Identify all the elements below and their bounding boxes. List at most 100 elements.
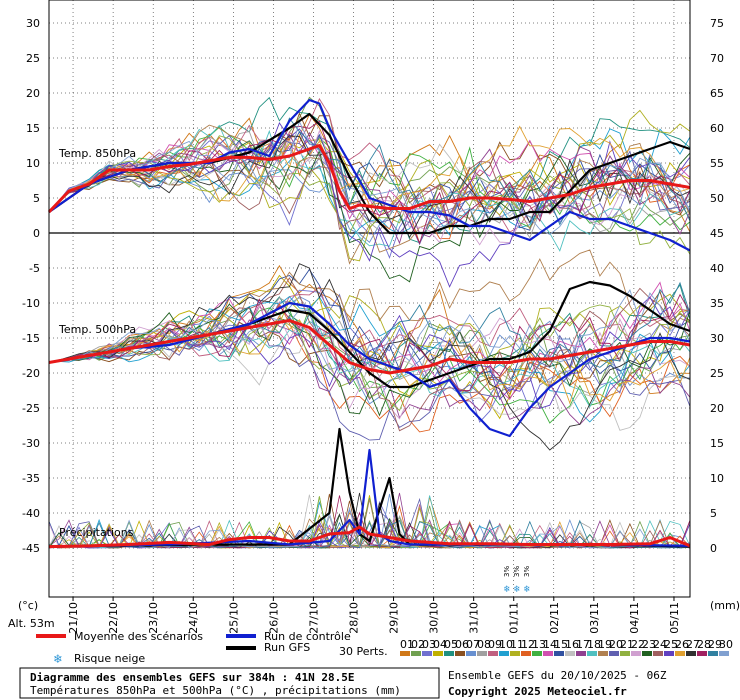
y-right-tick-label: 35 [710,297,724,310]
y-left-tick-label: -25 [22,402,40,415]
y-left-tick-label: 25 [26,52,40,65]
perturbation-number: 02 [411,638,425,651]
perturbation-color-swatch [532,651,542,656]
perturbation-number: 01 [400,638,414,651]
perturbation-color-swatch [411,651,421,656]
moyenne-des-sc-narios-t850-line [47,144,691,214]
x-tick-label: 29/10 [388,602,401,634]
snow-risk-flake-icon: ❄ [524,584,531,595]
perturbation-line-t500 [48,303,691,417]
y-right-tick-label: 75 [710,17,724,30]
snow-risk-percent: 3% [523,566,531,577]
x-tick-label: 23/10 [147,602,160,634]
y-right-tick-label: 40 [710,262,724,275]
y-right-tick-label: 50 [710,192,724,205]
perturbation-color-swatch [565,651,575,656]
perturbation-number: 21 [620,638,634,651]
moyenne-des-sc-narios-t500-line [48,319,691,375]
y-left-tick-label: 0 [33,227,40,240]
perturbation-color-swatch [620,651,630,656]
perturbation-number: 29 [708,638,722,651]
perturbation-number: 06 [455,638,469,651]
y-right-tick-label: 15 [710,437,724,450]
perturbation-number: 03 [422,638,436,651]
x-tick-label: 26/10 [267,602,280,634]
y-right-tick-label: 5 [710,507,717,520]
perturbation-color-swatch [697,651,707,656]
t850-panel-label: Temp. 850hPa [58,147,136,160]
perturbation-number: 10 [499,638,513,651]
perturbation-color-swatch [708,651,718,656]
y-left-tick-label: 5 [33,192,40,205]
run-info: Ensemble GEFS du 20/10/2025 - 06Z [448,669,667,682]
perturbation-number: 20 [609,638,623,651]
y-left-tick-label: 20 [26,87,40,100]
perturbation-line-precip [48,506,691,549]
y-left-unit: (°c) [18,599,38,612]
y-right-tick-label: 20 [710,402,724,415]
y-left-tick-label: -5 [29,262,40,275]
perturbation-color-swatch [642,651,652,656]
plot-frame [48,0,691,598]
x-tick-label: 24/10 [187,602,200,634]
perturbation-line-t850 [48,124,691,252]
perturbation-count-label: 30 Perts. [339,645,388,658]
x-tick-label: 25/10 [227,602,240,634]
copyright: Copyright 2025 Meteociel.fr [448,685,627,698]
perturbation-color-swatch [400,651,410,656]
perturbation-line-t500 [48,293,691,391]
x-tick-label: 30/10 [428,602,441,634]
y-left-tick-label: -30 [22,437,40,450]
y-right-tick-label: 10 [710,472,724,485]
perturbation-line-t500 [48,315,691,426]
perturbation-line-t850 [48,139,691,217]
perturbation-number: 17 [576,638,590,651]
x-tick-label: 31/10 [468,602,481,634]
perturbation-color-swatch [433,651,443,656]
perturbation-number: 18 [587,638,601,651]
precip-panel-label: Précipitations [59,526,134,539]
perturbation-color-swatch [510,651,520,656]
perturbation-line-t500 [48,297,691,395]
perturbation-number: 28 [697,638,711,651]
info-box [19,667,440,699]
legend-gfs-label: Run GFS [264,641,310,654]
y-right-tick-label: 0 [710,542,717,555]
perturbation-number: 12 [521,638,535,651]
perturbation-number: 09 [488,638,502,651]
y-right-tick-label: 45 [710,227,724,240]
y-left-tick-label: -10 [22,297,40,310]
perturbation-color-swatch [609,651,619,656]
perturbation-line-t850 [48,129,691,246]
perturbation-number: 26 [675,638,689,651]
y-right-unit: (mm) [710,599,740,612]
perturbation-line-t850 [48,130,691,239]
perturbation-line-precip [48,495,691,549]
y-left-tick-label: -40 [22,507,40,520]
y-right-tick-label: 65 [710,87,724,100]
x-tick-label: 03/11 [588,602,601,634]
perturbation-number: 23 [642,638,656,651]
perturbation-color-swatch [598,651,608,656]
y-left-tick-label: -45 [22,542,40,555]
snow-risk-percent: 3% [503,566,511,577]
perturbation-color-swatch [587,651,597,656]
snow-risk-flake-icon: ❄ [504,584,511,595]
snow-risk-flake-icon: ❄ [514,584,521,595]
x-tick-label: 22/10 [107,602,120,634]
x-tick-label: 05/11 [668,602,681,634]
y-left-tick-label: -35 [22,472,40,485]
y-right-tick-label: 30 [710,332,724,345]
legend-control-label: Run de contrôle [264,630,351,643]
snow-risk-markers: 3%❄3%❄3%❄ [503,566,531,595]
perturbation-color-swatch [554,651,564,656]
perturbation-line-t850 [48,109,691,262]
y-right-tick-label: 55 [710,157,724,170]
legend-snow-label: Risque neige [74,652,145,665]
y-left-tick-label: 30 [26,17,40,30]
perturbation-number: 04 [433,638,447,651]
perturbation-number: 16 [565,638,579,651]
perturbation-number: 07 [466,638,480,651]
perturbation-line-t850 [48,139,691,231]
